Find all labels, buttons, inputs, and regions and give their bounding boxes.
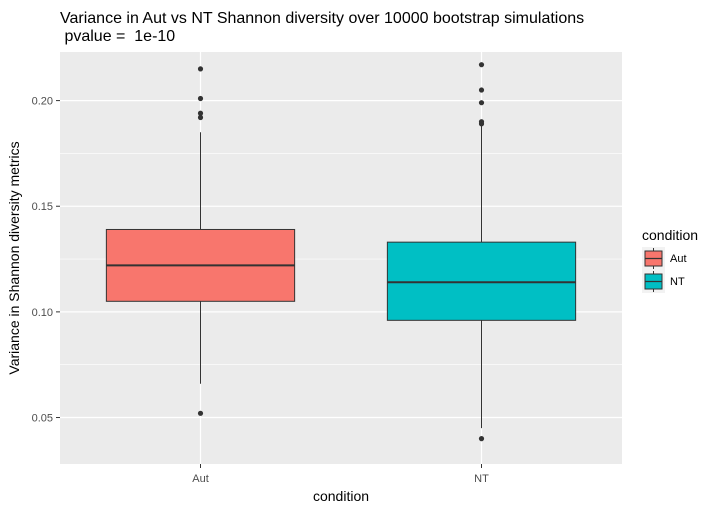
legend-title: condition (642, 227, 698, 243)
iqr-box (386, 241, 577, 321)
outlier-point (478, 436, 485, 442)
y-tick-label: 0.10 (32, 307, 53, 319)
y-axis: 0.05 0.10 0.15 0.20 (32, 96, 60, 425)
y-tick-label: 0.05 (32, 413, 53, 425)
outlier-point (478, 87, 485, 93)
outlier-point (197, 66, 204, 72)
box-aut (105, 66, 296, 416)
y-tick-label: 0.15 (32, 201, 53, 213)
outlier-point (478, 100, 485, 106)
legend-key-nt (642, 270, 665, 293)
x-tick-label: NT (474, 473, 489, 485)
legend: condition Aut NT (642, 227, 698, 293)
y-axis-title: Variance in Shannon diversity metrics (6, 141, 22, 374)
legend-label: NT (670, 276, 685, 288)
x-axis-title: condition (313, 488, 369, 504)
legend-label: Aut (670, 253, 687, 265)
x-tick-label: Aut (192, 473, 209, 485)
outlier-point (197, 95, 204, 102)
boxes (105, 62, 577, 442)
chart-subtitle: pvalue = 1e-10 (60, 28, 175, 45)
outlier-point (478, 119, 485, 125)
outlier-point (478, 62, 485, 68)
outlier-point (197, 410, 204, 416)
y-tick-label: 0.20 (32, 96, 53, 108)
outlier-point (197, 110, 204, 116)
box-nt (386, 62, 577, 442)
chart-title: Variance in Aut vs NT Shannon diversity … (60, 10, 584, 27)
x-axis: Aut NT (192, 464, 489, 485)
legend-key-aut (642, 247, 665, 270)
outlier-point (197, 114, 204, 121)
